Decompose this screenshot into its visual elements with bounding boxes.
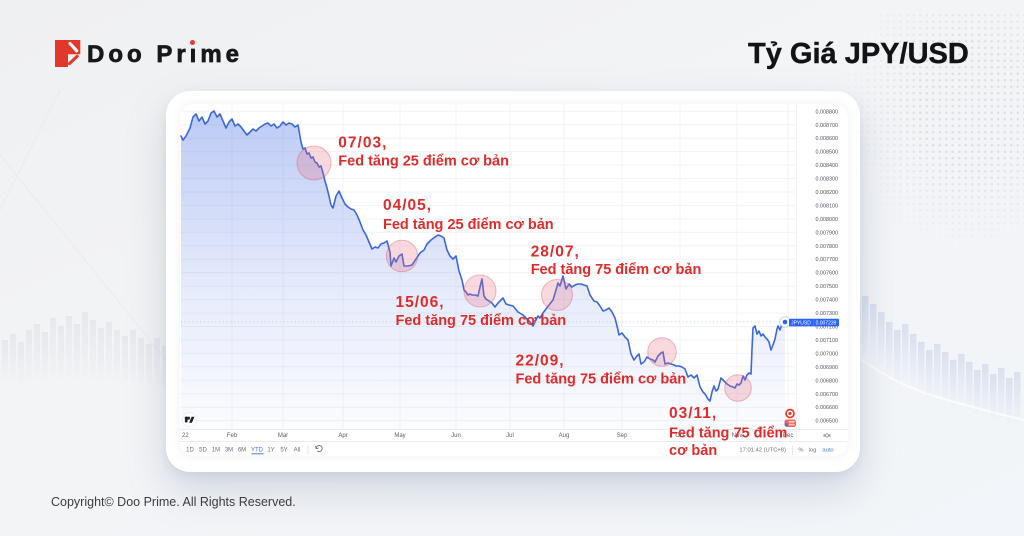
svg-text:07/03,: 07/03, <box>338 134 387 151</box>
svg-text:0.008100: 0.008100 <box>816 203 838 209</box>
svg-text:0.006500: 0.006500 <box>816 419 838 425</box>
svg-text:JPYUSD: JPYUSD <box>791 320 811 326</box>
svg-text:17:01:42 (UTC+8): 17:01:42 (UTC+8) <box>739 447 786 453</box>
svg-text:0.006600: 0.006600 <box>816 405 838 411</box>
svg-text:May: May <box>394 433 405 439</box>
svg-text:auto: auto <box>822 447 833 453</box>
svg-text:1Y: 1Y <box>267 447 274 453</box>
svg-text:0.008200: 0.008200 <box>816 190 838 196</box>
svg-text:1D: 1D <box>186 447 194 453</box>
svg-text:Fed tăng 25 điểm cơ bản: Fed tăng 25 điểm cơ bản <box>383 217 554 233</box>
svg-text:0.006900: 0.006900 <box>816 365 838 371</box>
svg-text:0.008600: 0.008600 <box>816 136 838 142</box>
svg-text:1M: 1M <box>212 447 220 453</box>
svg-text:0.007500: 0.007500 <box>816 284 838 290</box>
svg-text:Aug: Aug <box>559 433 570 439</box>
svg-text:5Y: 5Y <box>280 447 287 453</box>
svg-text:22: 22 <box>182 433 189 439</box>
svg-text:cơ bản: cơ bản <box>669 443 717 456</box>
svg-text:5D: 5D <box>199 447 207 453</box>
svg-text:0.008400: 0.008400 <box>816 163 838 169</box>
svg-text:0.008800: 0.008800 <box>816 109 838 115</box>
svg-text:0.008000: 0.008000 <box>816 217 838 223</box>
svg-text:log: log <box>809 447 817 453</box>
svg-text:Sep: Sep <box>617 433 628 439</box>
svg-text:Jun: Jun <box>451 433 461 439</box>
svg-text:YTD: YTD <box>251 447 264 453</box>
svg-text:0.007200: 0.007200 <box>816 325 838 331</box>
svg-text:04/05,: 04/05, <box>383 197 432 214</box>
svg-text:0.007239: 0.007239 <box>816 320 837 326</box>
svg-text:Feb: Feb <box>227 433 238 439</box>
svg-text:Jul: Jul <box>506 433 514 439</box>
svg-text:0.006800: 0.006800 <box>816 378 838 384</box>
svg-text:6M: 6M <box>238 447 246 453</box>
svg-text:Oct: Oct <box>675 433 685 439</box>
svg-text:28/07,: 28/07, <box>531 244 580 261</box>
svg-text:0.006700: 0.006700 <box>816 392 838 398</box>
svg-text:0.007100: 0.007100 <box>816 338 838 344</box>
svg-text:0.007600: 0.007600 <box>816 271 838 277</box>
svg-text:0.008300: 0.008300 <box>816 177 838 183</box>
svg-text:0.007700: 0.007700 <box>816 257 838 263</box>
svg-text:0.008700: 0.008700 <box>816 123 838 129</box>
svg-text:Fed tăng 75 điểm cơ bản: Fed tăng 75 điểm cơ bản <box>516 371 687 387</box>
svg-text:0.007300: 0.007300 <box>816 311 838 317</box>
svg-text:%: % <box>798 447 803 453</box>
svg-text:0.008500: 0.008500 <box>816 150 838 156</box>
svg-text:Nov: Nov <box>732 433 743 439</box>
svg-text:Fed tăng 75 điểm: Fed tăng 75 điểm <box>669 426 787 442</box>
svg-text:Mar: Mar <box>278 433 288 439</box>
svg-text:0.007000: 0.007000 <box>816 351 838 357</box>
svg-text:22/09,: 22/09, <box>516 353 565 370</box>
svg-text:0.007800: 0.007800 <box>816 244 838 250</box>
svg-text:0.007900: 0.007900 <box>816 230 838 236</box>
svg-text:Apr: Apr <box>338 433 347 439</box>
svg-text:Dec: Dec <box>783 433 794 439</box>
svg-text:Fed tăng 75 điểm cơ bản: Fed tăng 75 điểm cơ bản <box>531 262 702 278</box>
svg-text:All: All <box>294 447 301 453</box>
svg-text:15/06,: 15/06, <box>396 294 445 311</box>
svg-text:Fed tăng 25 điểm cơ bản: Fed tăng 25 điểm cơ bản <box>338 153 509 169</box>
svg-text:Fed tăng 75 điểm cơ bản: Fed tăng 75 điểm cơ bản <box>396 313 567 329</box>
svg-text:0.007400: 0.007400 <box>816 298 838 304</box>
svg-text:3M: 3M <box>225 447 233 453</box>
svg-text:03/11,: 03/11, <box>669 405 717 422</box>
